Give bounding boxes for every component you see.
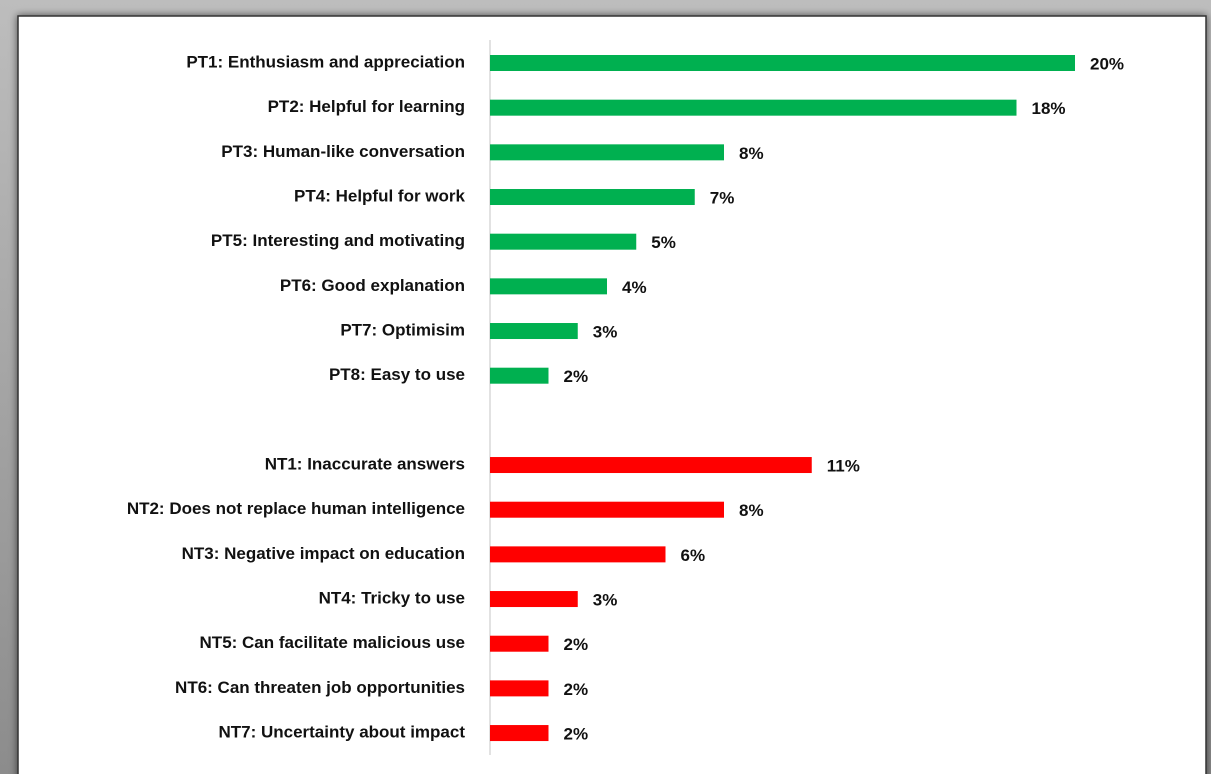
value-label: 4% — [622, 278, 647, 297]
category-label: PT8: Easy to use — [329, 365, 465, 384]
bar — [490, 144, 724, 161]
category-label: PT2: Helpful for learning — [268, 97, 465, 116]
bar — [490, 501, 724, 518]
category-label: PT4: Helpful for work — [294, 186, 466, 205]
bar — [490, 99, 1017, 116]
bar — [490, 591, 578, 608]
category-label: NT1: Inaccurate answers — [265, 455, 465, 474]
category-label: PT3: Human-like conversation — [221, 142, 465, 161]
value-label: 3% — [593, 323, 618, 342]
category-label: NT7: Uncertainty about impact — [218, 723, 465, 742]
category-label: NT4: Tricky to use — [319, 589, 465, 608]
value-label: 2% — [564, 367, 589, 386]
category-label: NT6: Can threaten job opportunities — [175, 678, 465, 697]
category-label: PT6: Good explanation — [280, 276, 465, 295]
value-label: 2% — [564, 725, 589, 744]
bar — [490, 546, 666, 563]
category-label: PT5: Interesting and motivating — [211, 231, 465, 250]
category-label: NT2: Does not replace human intelligence — [127, 499, 465, 518]
bar — [490, 278, 607, 295]
value-label: 6% — [681, 546, 706, 565]
value-label: 5% — [651, 233, 676, 252]
bar — [490, 725, 549, 742]
bar — [490, 233, 637, 250]
bar — [490, 635, 549, 652]
bar — [490, 323, 578, 340]
value-label: 2% — [564, 635, 589, 654]
bar — [490, 55, 1075, 71]
category-label: NT5: Can facilitate malicious use — [200, 633, 465, 652]
bar — [490, 680, 549, 697]
value-label: 8% — [739, 144, 764, 163]
value-label: 18% — [1032, 99, 1066, 118]
value-label: 7% — [710, 188, 735, 207]
bar — [490, 189, 695, 206]
value-label: 2% — [564, 680, 589, 699]
value-label: 11% — [827, 457, 860, 476]
bar — [490, 457, 812, 474]
category-label: PT1: Enthusiasm and appreciation — [186, 52, 465, 71]
panel — [17, 15, 1207, 774]
bar — [490, 367, 549, 384]
value-label: 8% — [739, 501, 764, 520]
value-label: 20% — [1090, 54, 1124, 73]
category-label: PT7: Optimisim — [340, 321, 465, 340]
category-label: NT3: Negative impact on education — [182, 544, 465, 563]
value-label: 3% — [593, 591, 618, 610]
